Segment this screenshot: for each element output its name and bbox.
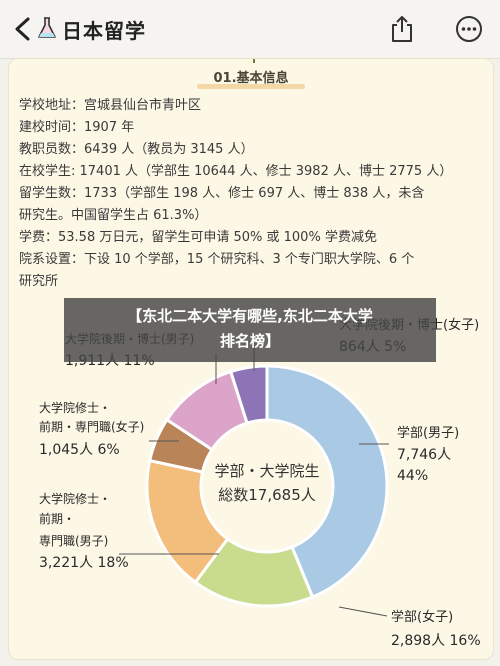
info-line: 留学生数：1733（学部生 198 人、修士 697 人、博士 838 人，未含 — [19, 186, 425, 201]
slice-label: 44% — [397, 468, 428, 484]
slice-label: 専門職(男子) — [39, 534, 108, 548]
leader-line — [338, 606, 388, 617]
article-title-banner[interactable]: 【东北二本大学有哪些,东北二本大学 排名榜】 — [64, 298, 436, 362]
sprout-icon — [253, 59, 255, 63]
share-icon[interactable] — [388, 14, 416, 44]
app-title: 日本留学 — [62, 19, 146, 43]
banner-title-line: 【东北二本大学有哪些,东北二本大学 — [127, 307, 373, 325]
title-highlight — [197, 84, 305, 89]
slice-label: 学部(女子) — [391, 609, 453, 625]
slice-label: 3,221人 18% — [39, 555, 129, 571]
info-line: 院系设置：下设 10 个学部，15 个研究科、3 个专门职大学院、6 个 — [19, 252, 415, 267]
info-line: 学校地址：宫城县仙台市青叶区 — [19, 98, 202, 113]
donut-slice — [228, 364, 269, 425]
slice-label: 7,746人 — [397, 447, 451, 463]
slice-label: 学部(男子) — [397, 425, 459, 441]
app-bar: 日本留学 — [0, 0, 500, 59]
slice-label: 2,898人 16% — [391, 633, 481, 649]
donut-slice — [265, 364, 389, 599]
slice-label: 1,045人 6% — [39, 442, 120, 458]
slice-label: 前期・専門職(女子) — [39, 419, 144, 434]
banner-title-line: 排名榜】 — [219, 332, 280, 350]
slice-label: 大学院修士・ — [39, 491, 111, 506]
info-line: 学费：53.58 万日元，留学生可申请 50% 或 100% 学费减免 — [19, 230, 377, 245]
info-line: 研究生。中国留学生占 61.3%） — [19, 208, 208, 223]
back-arrow-icon[interactable] — [12, 16, 34, 42]
info-line: 研究所 — [19, 274, 59, 289]
info-line: 建校时间：1907 年 — [19, 120, 135, 135]
slice-label: 前期・ — [39, 511, 75, 526]
donut-center-label: 総数17,685人 — [218, 486, 316, 504]
donut-center-label: 学部・大学院生 — [214, 462, 319, 480]
flask-icon — [38, 17, 56, 38]
basic-info-list: 学校地址：宫城县仙台市青叶区 建校时间：1907 年 教职员数：6439 人（教… — [19, 95, 483, 293]
more-options-icon[interactable] — [454, 14, 484, 44]
info-line: 教职员数：6439 人（教员为 3145 人） — [19, 142, 254, 157]
info-line: 在校学生: 17401 人（学部生 10644 人、修士 3982 人、博士 2… — [19, 164, 453, 179]
slice-label: 大学院修士・ — [39, 400, 111, 415]
section-title: 01.基本信息 — [213, 71, 289, 86]
